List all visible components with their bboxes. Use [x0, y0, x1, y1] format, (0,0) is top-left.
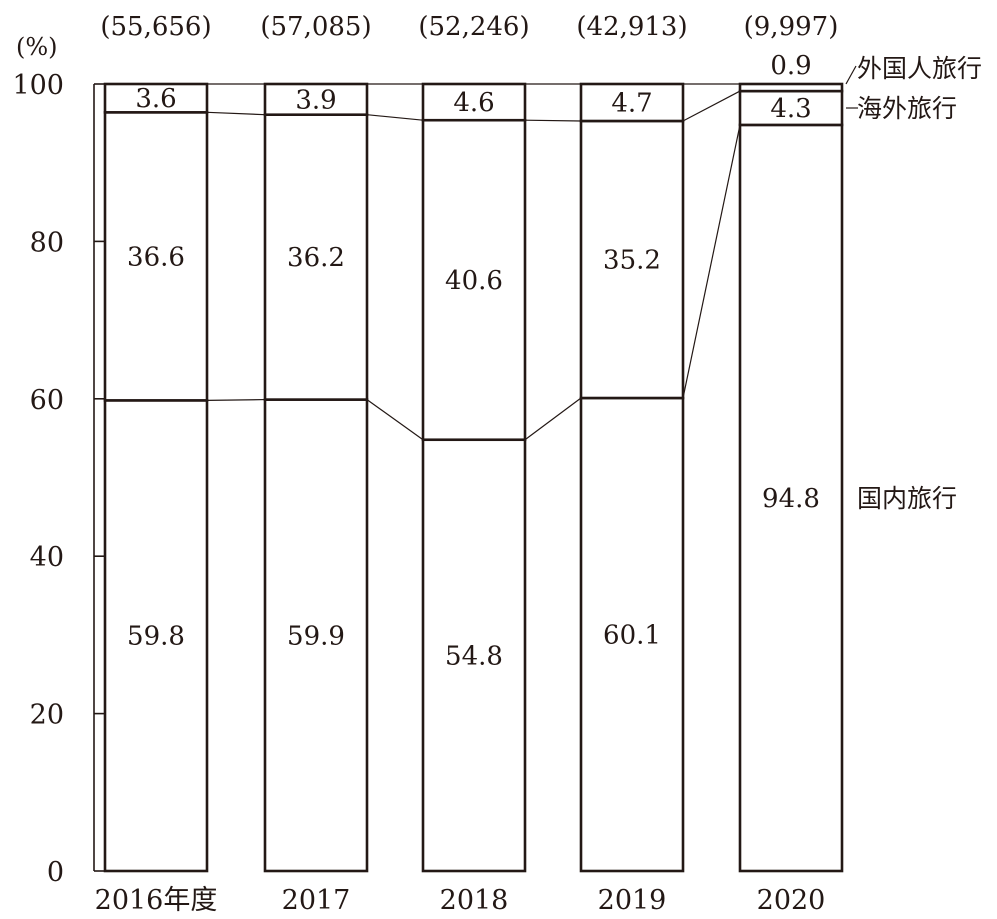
- total-label: (42,913): [576, 12, 687, 42]
- bar-segment-inbound: [579, 82, 685, 123]
- y-axis-unit: (%): [16, 33, 58, 61]
- bar-segment-inbound: [738, 82, 844, 93]
- bar-segment-overseas: [421, 118, 527, 442]
- x-category-label: 2020: [757, 885, 826, 916]
- bar-segment-domestic: [263, 398, 369, 873]
- bar-segment-overseas: [103, 111, 209, 402]
- value-label-domestic: 59.8: [127, 622, 185, 652]
- total-label: (57,085): [260, 12, 371, 42]
- y-tick-label: 60: [30, 385, 64, 416]
- bar-segment-overseas: [263, 113, 369, 401]
- value-label-domestic: 59.9: [287, 621, 345, 651]
- bar-segment-domestic: [738, 123, 844, 873]
- value-label-inbound: 3.9: [295, 85, 336, 115]
- connector-line-overseas: [682, 90, 741, 122]
- y-tick-label: 20: [30, 700, 64, 731]
- bars: [103, 82, 844, 873]
- value-label-inbound: 0.9: [770, 51, 811, 81]
- total-label: (52,246): [418, 12, 529, 42]
- value-label-overseas: 36.2: [287, 243, 345, 273]
- connector-lines: [206, 83, 741, 441]
- series-label-overseas: 海外旅行: [857, 94, 957, 123]
- y-tick-label: 100: [12, 70, 64, 101]
- bar-segment-inbound: [263, 82, 369, 116]
- series-leader-inbound: [845, 65, 857, 85]
- value-label-domestic: 54.8: [445, 641, 503, 671]
- connector-line-domestic: [524, 397, 582, 441]
- value-label-inbound: 3.6: [135, 84, 176, 114]
- x-category-label: 2016年度: [95, 885, 218, 916]
- series-label-inbound: 外国人旅行: [857, 54, 982, 83]
- y-tick-label: 0: [47, 857, 64, 888]
- y-tick-label: 40: [30, 542, 64, 573]
- x-category-label: 2017: [282, 885, 351, 916]
- value-label-overseas: 36.6: [127, 242, 185, 272]
- y-tick-label: 80: [30, 227, 64, 258]
- bar-segment-inbound: [103, 82, 209, 114]
- bar-segment-domestic: [579, 396, 685, 873]
- connector-line-domestic: [206, 398, 266, 401]
- value-label-overseas: 4.3: [770, 94, 811, 124]
- connector-line-overseas: [206, 111, 266, 116]
- bar-segment-overseas: [579, 119, 685, 400]
- x-category-label: 2018: [440, 885, 509, 916]
- x-category-label: 2019: [598, 885, 667, 916]
- total-label: (55,656): [100, 12, 211, 42]
- value-label-overseas: 35.2: [603, 246, 661, 276]
- value-label-inbound: 4.7: [611, 88, 652, 118]
- total-label: (9,997): [744, 12, 839, 42]
- connector-line-overseas: [366, 114, 424, 121]
- bar-segment-domestic: [421, 438, 527, 873]
- connector-line-domestic: [366, 399, 424, 441]
- value-label-domestic: 60.1: [603, 621, 661, 651]
- labels: 59.8 36.6 3.6 (55,656) 2016年度 59.9 36.2 3.9 (57,…: [95, 12, 982, 916]
- y-axis: 0 20 40 60 80 100 (%): [12, 33, 104, 888]
- value-label-inbound: 4.6: [453, 88, 494, 118]
- series-label-domestic: 国内旅行: [857, 484, 957, 513]
- connector-line-domestic: [682, 124, 741, 399]
- value-label-overseas: 40.6: [445, 266, 503, 296]
- connector-line-overseas: [524, 119, 582, 122]
- value-label-domestic: 94.8: [762, 484, 820, 514]
- bar-segment-inbound: [421, 82, 527, 122]
